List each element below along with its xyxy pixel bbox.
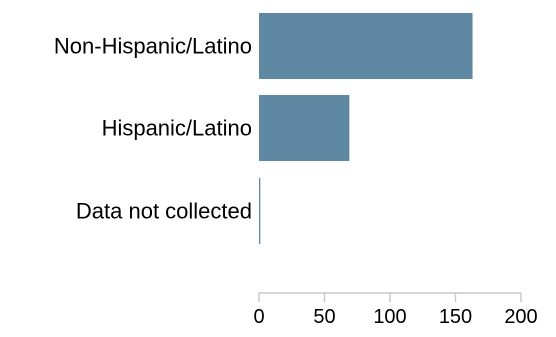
x-tick-label: 50 [313, 306, 335, 328]
category-label: Hispanic/Latino [102, 116, 252, 141]
x-tick-label: 150 [439, 306, 472, 328]
x-tick-label: 200 [504, 306, 537, 328]
bar-non-hispanic-latino [259, 13, 473, 79]
x-axis: 0 50 100 150 200 [253, 292, 538, 328]
category-label: Data not collected [76, 199, 252, 224]
x-tick-label: 100 [373, 306, 406, 328]
x-tick-label: 0 [253, 306, 264, 328]
bar-hispanic-latino [259, 95, 350, 161]
category-labels: Non-Hispanic/Latino Hispanic/Latino Data n… [54, 34, 252, 224]
category-label: Non-Hispanic/Latino [54, 34, 252, 59]
bar-data-not-collected [259, 178, 261, 244]
bars-group [259, 13, 473, 244]
